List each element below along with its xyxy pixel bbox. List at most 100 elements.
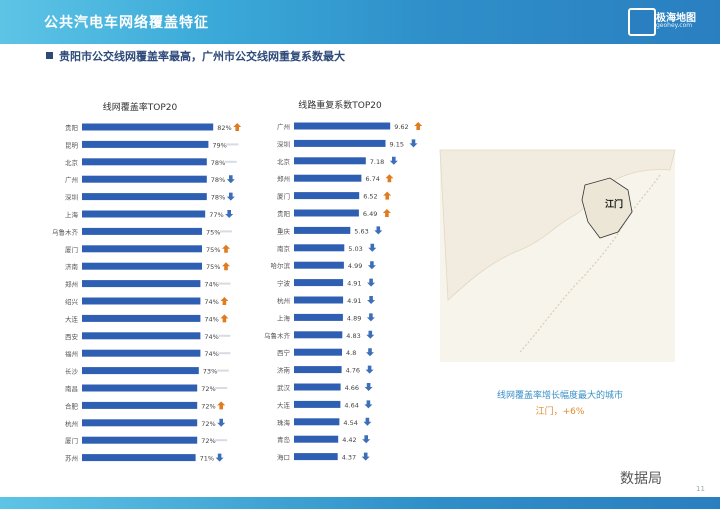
map-caption: 线网覆盖率增长幅度最大的城市 [496,391,623,401]
tick-label: 合肥 [65,401,79,410]
tick-label: 厦门 [65,245,78,254]
data-label: 6.49 [363,210,377,218]
trend-flat-mark [215,439,228,442]
bar [82,262,202,270]
data-label: 75% [206,228,220,236]
map-panel: 江门 [439,149,676,362]
bar [294,418,340,426]
trend-flat-mark [224,160,237,163]
data-label: 4.8 [346,349,356,357]
bar [82,367,199,375]
trend-down-icon [374,226,383,235]
tick-label: 西宁 [277,348,291,357]
data-label: 74% [204,281,218,289]
data-label: 4.91 [347,280,361,288]
data-label: 4.54 [343,419,357,427]
tick-label: 长沙 [65,367,79,376]
tick-label: 济南 [65,262,79,271]
header-bar: 公共汽电车网络覆盖特征 极海地图 geohey.com [0,0,720,44]
trend-up-icon [222,262,230,271]
bar [82,175,207,183]
data-label: 74% [204,298,218,306]
tick-label: 杭州 [277,296,290,305]
tick-label: 北京 [65,158,79,167]
trend-down-icon [364,400,373,409]
data-label: 9.62 [394,123,408,131]
tick-label: 厦门 [277,192,290,201]
bar [294,261,344,269]
tick-label: 昆明 [65,141,79,149]
map-river [519,174,661,353]
tick-label: 乌鲁木齐 [264,331,291,340]
bar [294,226,351,234]
bar [82,193,207,201]
tick-label: 广州 [277,122,290,131]
trend-down-icon [367,278,376,287]
map-label: 江门 [605,198,623,210]
trend-down-icon [366,330,375,339]
trend-down-icon [368,243,377,252]
map-region-jiangmen [581,177,633,239]
page-title: 公共汽电车网络覆盖特征 [44,15,209,31]
page-number: 11 [696,485,705,493]
trend-flat-mark [218,352,231,355]
bar [294,331,343,339]
bar [294,122,391,130]
data-label: 4.99 [348,262,362,270]
trend-down-icon [409,139,418,148]
trend-up-icon [220,297,229,305]
tick-label: 深圳 [65,193,78,202]
data-label: 4.89 [347,314,361,322]
data-label: 6.52 [363,193,377,201]
tick-label: 北京 [277,157,291,166]
trend-down-icon [366,313,375,322]
tick-label: 苏州 [65,454,78,463]
trend-down-icon [363,417,372,426]
data-label: 71% [200,455,214,463]
tick-label: 郑州 [277,175,290,183]
bar [82,349,201,357]
tick-label: 广州 [65,175,78,184]
trend-up-icon [217,401,226,410]
trend-down-icon [389,156,398,165]
bar [82,227,202,235]
tick-label: 乌鲁木齐 [52,227,79,236]
trend-flat-mark [215,387,228,389]
data-label: 72% [201,402,215,410]
bar [82,419,198,427]
bar [82,314,201,322]
data-label: 78% [211,194,225,202]
data-label: 78% [211,159,225,167]
tick-label: 南昌 [65,384,78,393]
map-coastline [439,149,676,301]
bar [82,436,198,444]
tick-label: 重庆 [277,226,291,235]
bottom-bar [0,497,720,509]
tick-label: 福州 [65,349,78,358]
data-label: 72% [201,420,215,428]
tick-label: 深圳 [277,139,290,148]
trend-down-icon [367,261,376,270]
bar [294,383,341,391]
trend-down-icon [225,210,234,218]
bar [294,192,360,200]
coverage-chart: 线网覆盖率TOP20 贵阳 82% 昆明 79% 北京 78% 广州 78% 深圳 78% 上海 77%… [52,101,242,463]
trend-flat-mark [218,282,231,285]
trend-down-icon [362,435,371,444]
bar [294,209,359,217]
tick-label: 厦门 [65,436,78,445]
logo-icon [628,8,656,36]
bar [82,280,201,288]
data-label: 78% [211,176,225,184]
trend-up-icon [382,209,391,217]
data-label: 4.42 [342,436,356,444]
trend-up-icon [222,244,230,253]
data-label: 77% [209,211,223,219]
tick-label: 珠海 [277,418,291,427]
data-label: 74% [204,333,218,341]
trend-flat-mark [218,334,231,337]
bar [82,245,202,253]
tick-label: 海口 [277,453,290,462]
overlap-chart: 线路重复系数TOP20 广州 9.62 深圳 9.15 北京 7.18 郑州 6.74 厦门 6.5… [264,99,423,462]
